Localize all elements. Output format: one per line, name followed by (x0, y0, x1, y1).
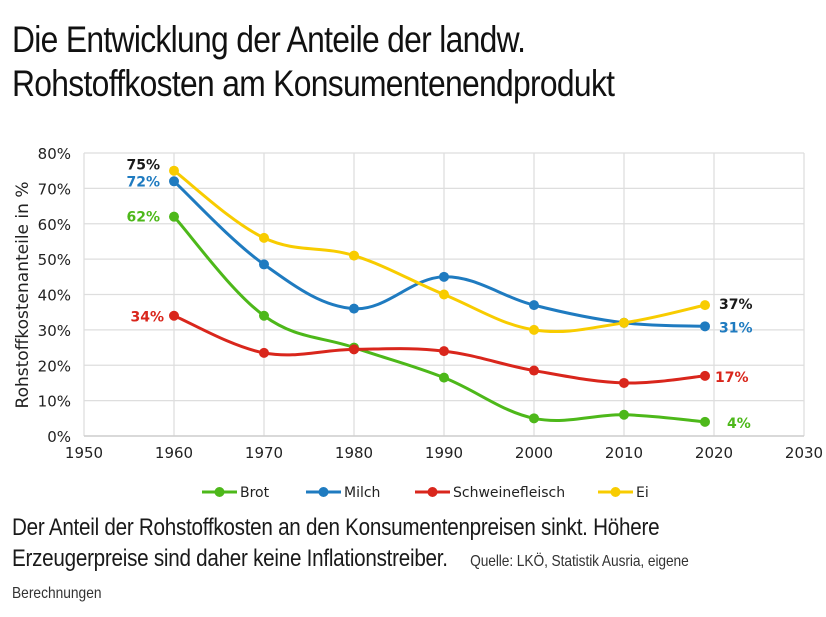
data-point-brot (529, 413, 539, 424)
start-label-milch: 72% (126, 174, 160, 190)
y-tick-label: 50% (38, 251, 71, 269)
legend-item-ei: Ei (598, 485, 649, 501)
data-point-schweinefleisch (619, 377, 629, 388)
x-tick-label: 2020 (695, 444, 733, 462)
chart-title-line-2: Rohstoffkosten am Konsumentenendprodukt (12, 63, 615, 104)
x-tick-label: 2000 (515, 444, 553, 462)
data-point-brot (439, 372, 449, 383)
caption: Der Anteil der Rohstoffkosten an den Kon… (12, 512, 689, 577)
line-chart: 0%10%20%30%40%50%60%70%80% 1950 1960 1970 1… (13, 145, 823, 501)
data-point-schweinefleisch (439, 346, 449, 357)
data-point-brot (619, 409, 629, 420)
data-point-ei (349, 250, 359, 261)
legend-marker (427, 487, 438, 497)
data-point-brot (700, 416, 710, 427)
source-text: Quelle: LKÖ, Statistik Ausria, eigene (470, 553, 689, 570)
x-tick-label: 2030 (785, 444, 823, 462)
data-point-brot (169, 211, 179, 222)
legend-marker (214, 487, 225, 497)
data-point-schweinefleisch (169, 310, 179, 321)
y-axis-ticks: 0% 10% 20% 30% 40% 50% 60% 70% 80% (38, 145, 71, 446)
x-tick-label: 2010 (605, 444, 643, 462)
y-tick-label: 70% (38, 180, 71, 198)
end-label-brot: 4% (727, 416, 751, 432)
y-tick-label: 20% (38, 357, 71, 375)
data-point-brot (259, 310, 269, 321)
data-point-schweinefleisch (259, 347, 269, 358)
data-point-ei (169, 165, 179, 176)
y-tick-label: 60% (38, 216, 71, 234)
caption-line-2: Erzeugerpreise sind daher keine Inflatio… (12, 545, 448, 572)
y-tick-label: 10% (38, 393, 71, 411)
data-point-schweinefleisch (700, 370, 710, 381)
start-label-brot: 62% (126, 210, 160, 226)
legend: Brot Milch Schweinefleisch Ei (202, 485, 649, 501)
series-lines (169, 165, 710, 427)
x-tick-label: 1990 (425, 444, 463, 462)
data-point-milch (169, 176, 179, 187)
end-label-milch: 31% (719, 320, 753, 336)
x-tick-label: 1960 (155, 444, 193, 462)
data-labels: 62% 4% 72% 31% 34% 17% 75% 37% (126, 158, 752, 432)
data-point-milch (439, 271, 449, 282)
data-point-milch (700, 321, 710, 332)
data-point-ei (529, 324, 539, 335)
x-tick-label: 1950 (65, 444, 103, 462)
legend-item-brot: Brot (202, 485, 270, 501)
legend-label: Milch (344, 485, 380, 501)
y-axis-label: Rohstoffkostenanteile in % (13, 182, 33, 409)
legend-marker (318, 487, 329, 497)
y-tick-label: 80% (38, 145, 71, 163)
chart-title: Die Entwicklung der Anteile der landw. R… (12, 18, 709, 106)
data-point-milch (349, 303, 359, 314)
start-label-ei: 75% (126, 158, 160, 174)
start-label-schweinefleisch: 34% (130, 310, 164, 326)
legend-item-milch: Milch (306, 485, 380, 501)
end-label-ei: 37% (719, 297, 753, 313)
caption-line-1: Der Anteil der Rohstoffkosten an den Kon… (12, 514, 660, 541)
data-point-schweinefleisch (529, 365, 539, 376)
legend-label: Ei (636, 485, 649, 501)
y-tick-label: 0% (47, 428, 71, 446)
legend-label: Schweinefleisch (453, 485, 565, 501)
data-point-ei (439, 289, 449, 300)
y-tick-label: 40% (38, 287, 71, 305)
chart-title-line-1: Die Entwicklung der Anteile der landw. (12, 19, 526, 60)
data-point-ei (259, 232, 269, 243)
x-tick-label: 1980 (335, 444, 373, 462)
data-point-ei (700, 300, 710, 311)
legend-item-schweinefleisch: Schweinefleisch (415, 485, 565, 501)
data-point-schweinefleisch (349, 344, 359, 355)
legend-marker (610, 487, 621, 497)
end-label-schweinefleisch: 17% (715, 370, 749, 386)
x-tick-label: 1970 (245, 444, 283, 462)
data-point-milch (259, 259, 269, 270)
legend-label: Brot (240, 485, 270, 501)
series-line-milch (172, 179, 707, 328)
data-point-milch (529, 300, 539, 311)
data-point-ei (619, 317, 629, 328)
x-axis-ticks: 1950 1960 1970 1980 1990 2000 2010 2020 2030 (65, 444, 823, 462)
y-tick-label: 30% (38, 322, 71, 340)
source-text-continued: Berechnungen (12, 585, 102, 602)
